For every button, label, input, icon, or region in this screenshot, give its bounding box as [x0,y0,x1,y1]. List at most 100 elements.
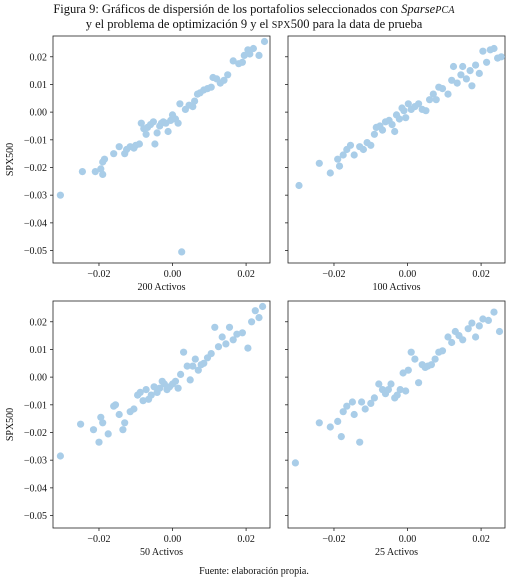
data-point [147,391,155,399]
data-point [462,75,470,83]
data-point [177,370,185,378]
data-point [191,355,199,363]
data-point [475,69,483,77]
data-point [211,323,219,331]
y-tick-label: −0.02 [24,428,47,439]
data-point [432,96,440,104]
data-point [156,384,164,392]
x-tick-label: 0.00 [164,534,182,545]
data-point [431,355,439,363]
data-point [335,162,344,170]
data-point [171,377,180,385]
data-point [104,430,112,438]
data-point [339,408,347,416]
data-point [111,401,120,409]
scatter-panel-bottom-left: 0.02 0.01 0.00 −0.01 −0.02 −0.03 −0.04 −0.05 −0.… [5,300,271,558]
y-tick-label: −0.04 [24,218,47,229]
data-point [490,308,498,316]
data-point [315,419,323,427]
data-point [183,362,191,370]
data-point [459,336,467,344]
data-point [404,366,412,374]
data-point [457,71,465,79]
caption-text-b: 500 para la data de prueba [290,17,423,31]
data-point [115,143,123,151]
data-point [472,333,480,341]
x-tick-label: 0.02 [237,269,255,280]
data-point [259,302,267,311]
data-point [334,155,342,163]
data-point [220,76,228,84]
y-tick-label: −0.04 [24,483,47,494]
data-point [438,85,447,93]
data-point [449,62,458,71]
data-point [115,410,123,419]
y-tick-label: −0.01 [24,135,47,146]
data-point [407,348,415,356]
data-point [89,426,98,434]
data-point [189,362,197,370]
data-point [395,115,403,123]
x-axis-label: 200 Activos [137,282,185,293]
data-point [367,399,375,407]
data-point [225,323,234,331]
data-point [448,76,456,84]
data-point [214,343,223,351]
data-point [207,83,215,91]
data-point [358,398,366,406]
data-point [350,410,358,419]
data-point [326,423,334,431]
data-point [139,397,147,405]
data-point [466,67,474,75]
data-point [99,419,107,427]
data-point [142,130,150,138]
figure-caption-line-1: Figura 9: Gráficos de dispersión de los … [0,2,508,18]
plot-frame [287,300,506,529]
data-point [255,314,263,322]
data-point [396,386,404,394]
data-point [164,127,172,136]
data-point [229,57,237,65]
plot-frame [287,35,506,264]
figure-caption-line-2: y el problema de optimización 9 y el SPX… [0,17,508,33]
x-tick-label: −0.02 [87,269,110,280]
data-point [142,386,150,394]
x-axis-label: 50 Activos [140,547,183,558]
y-tick-label: 0.01 [30,345,48,356]
data-point [200,359,208,367]
data-point [191,97,199,105]
data-point [194,366,202,374]
data-point [110,150,118,158]
x-tick-label: 0.00 [399,269,417,280]
data-point [468,82,476,90]
data-point [135,140,143,148]
figure-source: Fuente: elaboración propia. [199,566,309,577]
data-point [426,96,434,104]
data-point [348,398,356,406]
data-point [444,333,452,341]
data-point [444,90,452,98]
data-point [99,170,107,178]
x-tick-label: −0.02 [87,534,110,545]
data-point [238,329,246,337]
data-point [97,413,105,421]
data-point [180,348,188,356]
data-point [370,394,378,402]
data-point [375,380,383,388]
data-point [453,79,461,87]
y-tick-label: −0.03 [24,191,47,202]
data-point [343,402,351,410]
data-point [402,114,410,122]
data-point [291,459,299,467]
y-tick-label: 0.02 [30,52,48,63]
x-tick-label: −0.02 [322,269,345,280]
data-point [260,37,269,46]
x-tick-label: −0.02 [322,534,345,545]
data-point [490,44,498,53]
data-point [78,168,86,176]
index-name-smallcaps: SPX [271,20,291,31]
data-point [97,165,105,173]
x-tick-label: 0.02 [472,534,490,545]
data-point [56,452,64,460]
data-point [246,50,254,58]
